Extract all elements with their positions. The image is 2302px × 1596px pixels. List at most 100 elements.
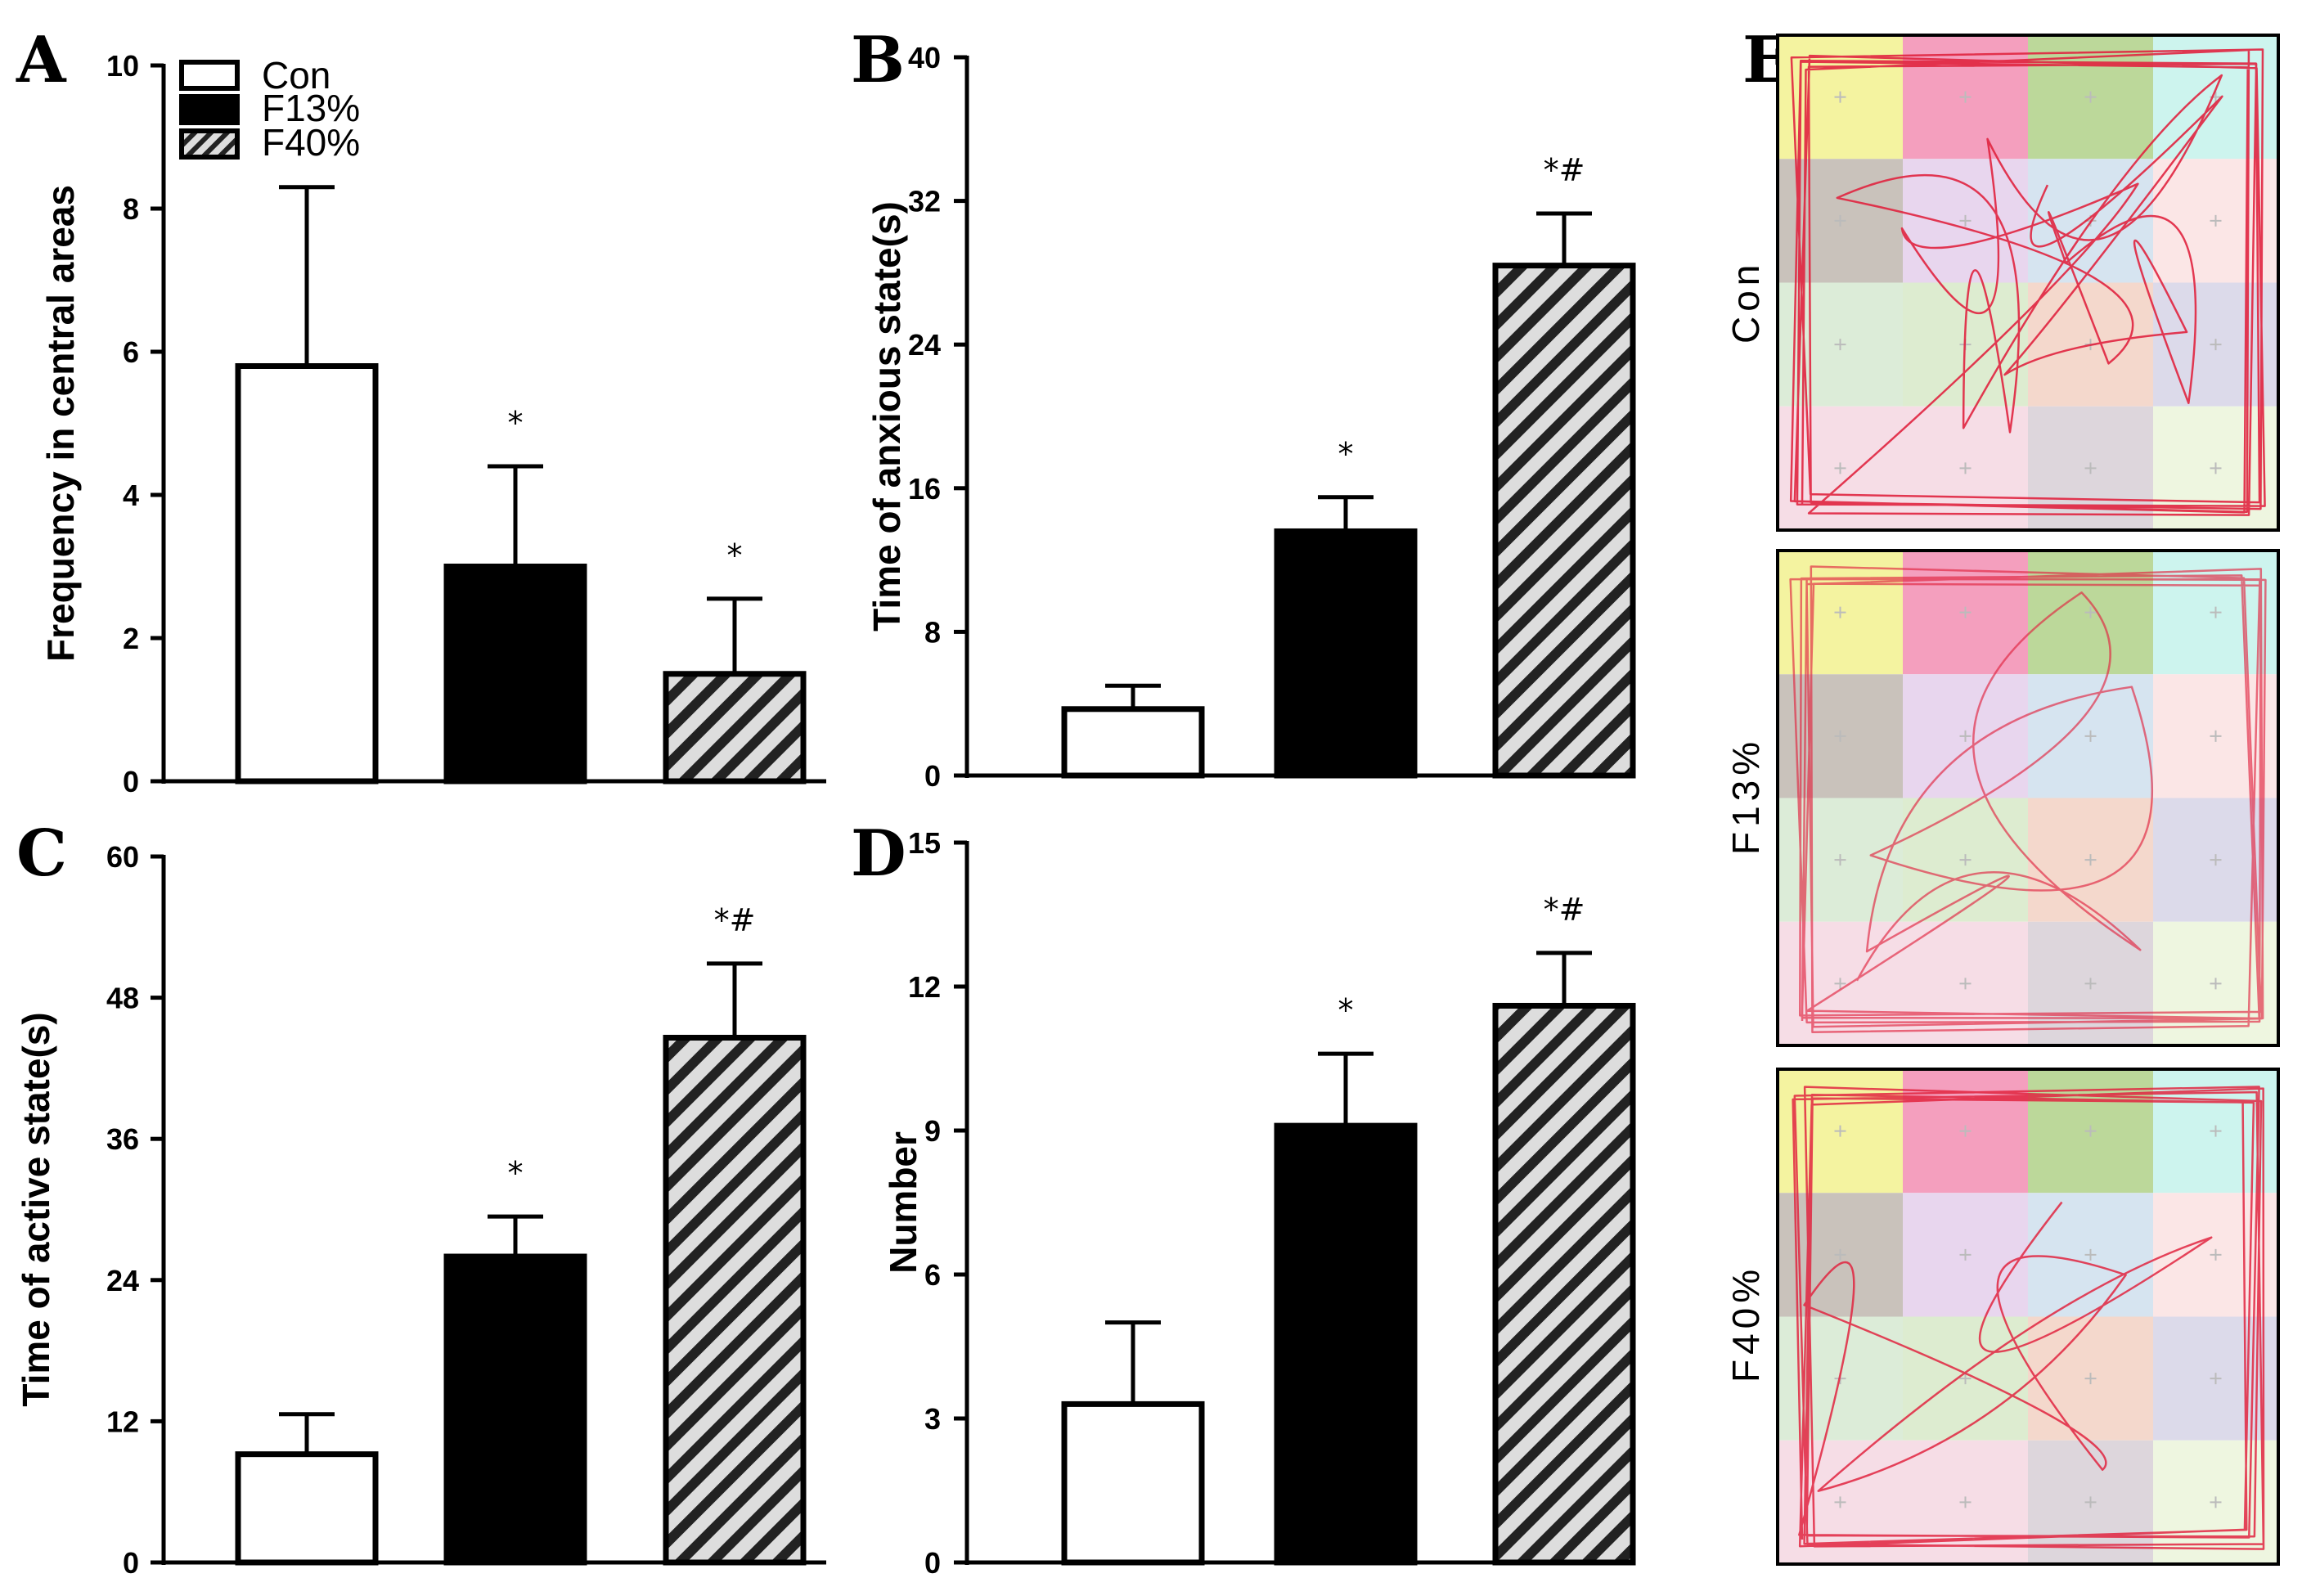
maze-marker-f40-0-1	[1959, 1125, 1972, 1137]
y-tick-label-d-3: 9	[924, 1114, 941, 1148]
legend: Con F13% F40%	[179, 54, 360, 164]
bar-c-con	[235, 1451, 379, 1566]
y-tick-label-a-2: 4	[123, 479, 139, 512]
maze-label-f40: F40%	[1724, 1265, 1767, 1382]
maze-f40	[1776, 1068, 2280, 1566]
y-axis-title-b: Time of anxious state(s)	[865, 201, 908, 632]
maze-border-f40	[1776, 1068, 2280, 1566]
y-tick-label-a-4: 8	[123, 192, 139, 226]
maze-label-f13: F13%	[1724, 737, 1767, 855]
maze-marker-con-1-1	[1959, 214, 1972, 227]
maze-border-f13	[1776, 549, 2280, 1047]
y-tick-label-c-4: 48	[106, 982, 139, 1015]
maze-trace-f40	[1792, 1086, 2265, 1550]
y-tick-label-a-3: 6	[123, 335, 139, 369]
maze-marker-con-0-0	[1834, 91, 1846, 103]
maze-marker-f13-3-0	[1834, 978, 1846, 990]
maze-marker-f13-0-2	[2084, 606, 2097, 618]
maze-marker-f40-1-0	[1834, 1248, 1846, 1261]
panel-letter-a: A	[16, 23, 67, 97]
legend-swatch-f40	[179, 128, 240, 160]
maze-marker-f40-0-0	[1834, 1125, 1846, 1137]
legend-label-f40: F40%	[262, 121, 360, 164]
maze-marker-con-3-1	[1959, 462, 1972, 474]
y-tick-label-d-1: 3	[924, 1402, 941, 1436]
maze-marker-f40-2-3	[2210, 1373, 2222, 1385]
maze-marker-f13-1-1	[1959, 730, 1972, 742]
bar-d-f13	[1274, 1122, 1418, 1566]
maze-marker-f40-3-0	[1834, 1496, 1846, 1508]
maze-marker-f13-3-3	[2210, 978, 2222, 990]
maze-label-con: Con	[1724, 260, 1767, 344]
bar-c-f13	[443, 1253, 587, 1566]
maze-marker-con-2-0	[1834, 339, 1846, 351]
maze-marker-f13-2-1	[1959, 854, 1972, 866]
maze-marker-f13-0-3	[2210, 606, 2222, 618]
maze-marker-f40-3-3	[2210, 1496, 2222, 1508]
maze-marker-f40-1-3	[2210, 1248, 2222, 1261]
y-tick-label-c-1: 12	[106, 1405, 139, 1438]
y-tick-label-d-4: 12	[908, 970, 941, 1004]
significance-c-f13: *	[508, 1155, 524, 1191]
y-tick-label-b-3: 24	[908, 328, 941, 362]
bar-b-con	[1061, 706, 1205, 779]
bar-c-f40	[663, 1035, 807, 1566]
y-tick-label-c-2: 24	[106, 1264, 139, 1297]
maze-marker-con-1-0	[1834, 214, 1846, 227]
open-field-mazes	[1776, 34, 2280, 1566]
significance-a-f13: *	[508, 405, 524, 441]
legend-label-con: Con	[262, 54, 330, 97]
significance-b-f13: *	[1338, 436, 1354, 472]
maze-marker-con-3-2	[2084, 462, 2097, 474]
y-tick-label-b-5: 40	[908, 41, 941, 74]
maze-trace-f13	[1789, 565, 2267, 1034]
y-tick-label-d-5: 15	[908, 826, 941, 860]
maze-con	[1776, 34, 2280, 532]
y-axis-title-c: Time of active state(s)	[15, 1012, 57, 1406]
maze-marker-con-2-3	[2210, 339, 2222, 351]
chart-panel-a: 0 2 4 6 8 10 Frequency in central areas * *	[39, 49, 826, 798]
y-tick-label-d-2: 6	[924, 1258, 941, 1292]
maze-marker-f13-0-0	[1834, 606, 1846, 618]
chart-panel-c: 0 12 24 36 48 60 Time of active state(s) * *#	[15, 840, 826, 1580]
maze-marker-f40-3-1	[1959, 1496, 1972, 1508]
bar-a-f40	[663, 671, 807, 785]
y-tick-label-b-0: 0	[924, 759, 941, 793]
y-axis-title-d: Number	[882, 1131, 924, 1274]
y-tick-label-b-4: 32	[908, 185, 941, 218]
maze-marker-f13-2-0	[1834, 854, 1846, 866]
y-tick-label-a-0: 0	[123, 765, 139, 798]
chart-panel-b: 0 8 16 24 32 40 Time of anxious state(s) * *#	[865, 41, 1636, 793]
y-tick-label-a-1: 2	[123, 622, 139, 655]
significance-a-f40: *	[727, 537, 743, 573]
chart-panel-d: 0 3 6 9 12 15 Number * *#	[882, 826, 1636, 1580]
maze-marker-f13-2-3	[2210, 854, 2222, 866]
maze-marker-f40-1-2	[2084, 1248, 2097, 1261]
maze-marker-f40-3-2	[2084, 1496, 2097, 1508]
maze-marker-con-3-3	[2210, 462, 2222, 474]
y-tick-label-c-3: 36	[106, 1122, 139, 1156]
maze-marker-con-0-1	[1959, 91, 1972, 103]
maze-marker-f40-0-2	[2084, 1125, 2097, 1137]
panel-letter-b: B	[851, 23, 905, 97]
maze-marker-f13-3-1	[1959, 978, 1972, 990]
maze-border-con	[1776, 34, 2280, 532]
maze-trace-con	[1789, 48, 2266, 516]
legend-swatch-f13	[179, 94, 240, 125]
significance-d-f40: *#	[1544, 892, 1585, 928]
y-tick-label-a-5: 10	[106, 49, 139, 83]
maze-marker-f40-1-1	[1959, 1248, 1972, 1261]
y-tick-label-c-0: 0	[123, 1546, 139, 1580]
y-tick-label-d-0: 0	[924, 1546, 941, 1580]
maze-marker-f40-2-1	[1959, 1373, 1972, 1385]
bar-d-f40	[1492, 1002, 1636, 1566]
y-tick-label-c-5: 60	[106, 840, 139, 874]
maze-marker-f13-1-2	[2084, 730, 2097, 742]
panel-letter-d: D	[851, 816, 906, 891]
maze-marker-con-0-2	[2084, 91, 2097, 103]
significance-b-f40: *#	[1544, 152, 1585, 188]
maze-marker-con-3-0	[1834, 462, 1846, 474]
maze-marker-f13-3-2	[2084, 978, 2097, 990]
maze-marker-con-1-3	[2210, 214, 2222, 227]
